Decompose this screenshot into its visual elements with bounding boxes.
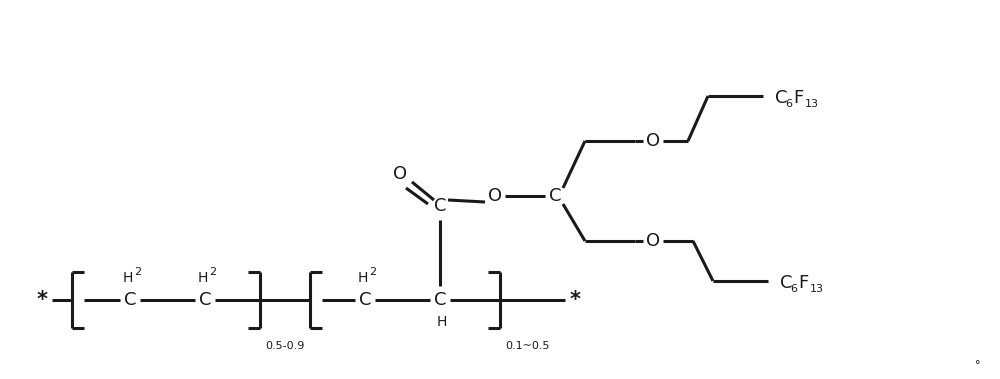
Text: °: ° [975, 360, 981, 370]
Text: 13: 13 [810, 284, 824, 294]
Text: C: C [434, 291, 446, 309]
Text: C: C [549, 187, 561, 205]
Text: 6: 6 [790, 284, 797, 294]
Text: F: F [798, 274, 808, 292]
Text: H: H [123, 271, 133, 285]
Text: H: H [437, 315, 447, 329]
Text: 0.1~0.5: 0.1~0.5 [505, 341, 550, 351]
Text: O: O [646, 132, 660, 150]
Text: 2: 2 [369, 267, 377, 277]
Text: C: C [434, 197, 446, 215]
Text: O: O [646, 232, 660, 250]
Text: H: H [358, 271, 368, 285]
Text: C: C [780, 274, 792, 292]
Text: 6: 6 [785, 99, 792, 109]
Text: H: H [198, 271, 208, 285]
Text: C: C [124, 291, 136, 309]
Text: 2: 2 [134, 267, 142, 277]
Text: 2: 2 [209, 267, 217, 277]
Text: O: O [393, 165, 407, 183]
Text: *: * [570, 290, 580, 310]
Text: C: C [775, 89, 788, 107]
Text: 13: 13 [805, 99, 819, 109]
Text: *: * [36, 290, 48, 310]
Text: F: F [793, 89, 803, 107]
Text: O: O [488, 187, 502, 205]
Text: 0.5-0.9: 0.5-0.9 [265, 341, 304, 351]
Text: C: C [359, 291, 371, 309]
Text: C: C [199, 291, 211, 309]
